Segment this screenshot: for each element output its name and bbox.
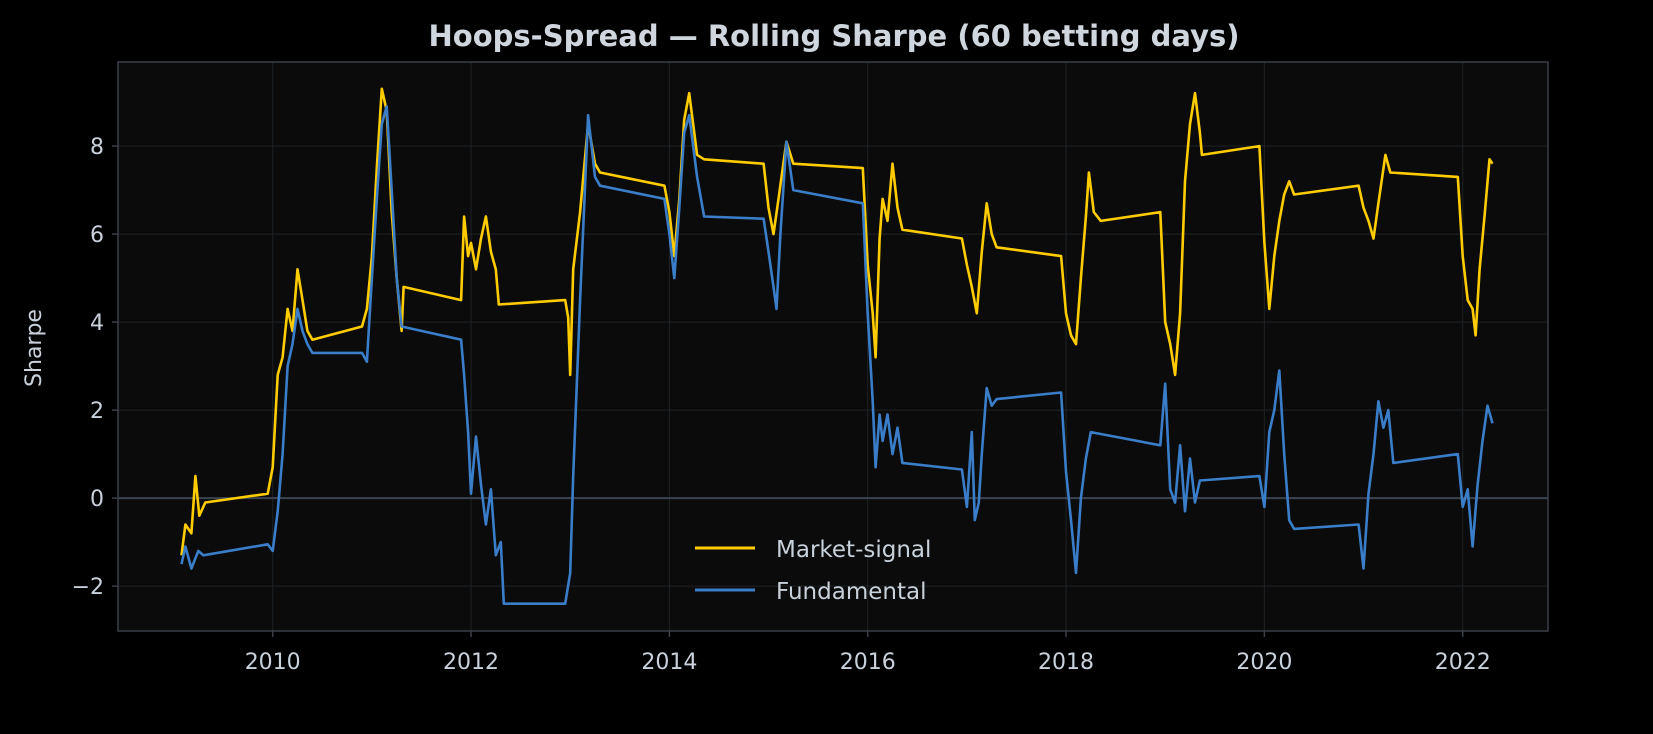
x-tick-label: 2018: [1038, 650, 1094, 675]
x-tick-label: 2014: [641, 650, 697, 675]
grid: [118, 62, 1548, 631]
legend: Market-signal Fundamental: [695, 537, 931, 605]
y-tick-label: 6: [90, 223, 104, 248]
ticks: 2010 2012 2014 2016 2018 2020 2022 −2 0 2 4 6 8: [72, 135, 1491, 675]
y-tick-label: 0: [90, 487, 104, 512]
x-tick-label: 2012: [443, 650, 499, 675]
x-tick-label: 2020: [1236, 650, 1292, 675]
y-tick-label: −2: [72, 575, 104, 600]
series-line-market-signal: [180, 87, 1494, 556]
y-tick-label: 4: [90, 311, 104, 336]
legend-label-market-signal: Market-signal: [776, 537, 931, 563]
y-tick-label: 2: [90, 399, 104, 424]
x-tick-label: 2010: [245, 650, 301, 675]
series-group: [180, 87, 1494, 606]
y-axis-label: Sharpe: [22, 309, 47, 387]
plot-frame: [117, 61, 1549, 632]
x-tick-label: 2022: [1435, 650, 1491, 675]
chart-title: Hoops-Spread — Rolling Sharpe (60 bettin…: [429, 19, 1240, 53]
y-tick-label: 8: [90, 135, 104, 160]
series-line-fundamental: [180, 105, 1494, 606]
plot-area: [118, 62, 1548, 631]
x-tick-label: 2016: [840, 650, 896, 675]
legend-label-fundamental: Fundamental: [776, 579, 926, 605]
